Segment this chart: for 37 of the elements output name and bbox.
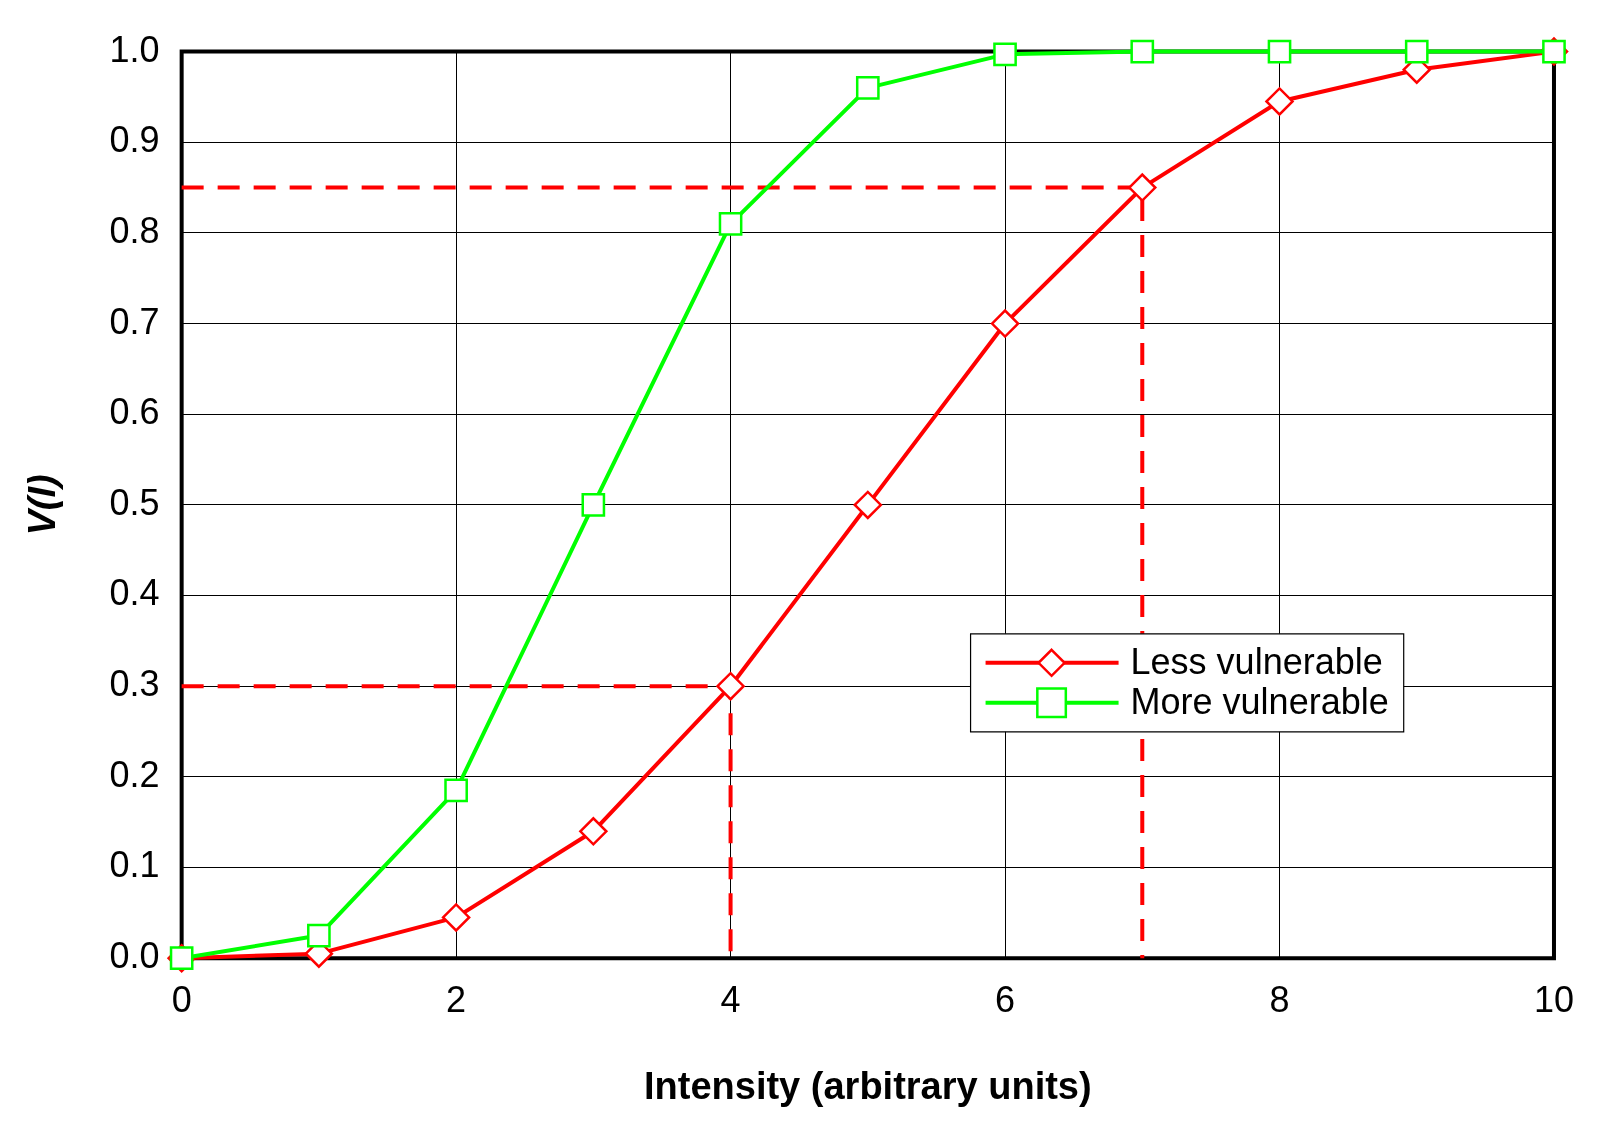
point xyxy=(444,778,468,803)
point xyxy=(1404,39,1429,64)
y-tick-label: 0.3 xyxy=(109,663,160,705)
y-tick-label: 0.9 xyxy=(109,119,160,161)
x-tick-label: 10 xyxy=(1533,978,1574,1020)
x-tick-label: 0 xyxy=(171,978,192,1020)
y-tick-label: 0.8 xyxy=(109,209,160,251)
x-axis-title: Intensity (arbitrary units) xyxy=(643,1064,1092,1107)
point xyxy=(853,490,883,520)
point xyxy=(1130,39,1155,64)
point xyxy=(855,76,880,100)
y-tick-label: 0.0 xyxy=(109,935,160,977)
point xyxy=(1128,173,1157,202)
point xyxy=(579,817,608,846)
x-tick-label: 6 xyxy=(995,978,1016,1020)
point xyxy=(1265,87,1294,116)
y-axis-title: V(I) xyxy=(21,474,64,536)
point xyxy=(718,212,743,236)
point xyxy=(441,903,471,932)
point xyxy=(581,493,606,517)
y-tick-label: 0.1 xyxy=(109,844,160,886)
legend-label: More vulnerable xyxy=(1130,680,1389,722)
point xyxy=(716,671,745,701)
point xyxy=(1267,39,1292,64)
y-tick-label: 0.4 xyxy=(109,572,160,614)
x-tick-label: 8 xyxy=(1269,978,1290,1020)
point xyxy=(993,42,1017,67)
y-tick-label: 0.7 xyxy=(109,300,160,342)
x-tick-label: 4 xyxy=(720,978,741,1020)
y-tick-label: 0.5 xyxy=(109,481,160,523)
point xyxy=(990,309,1020,338)
y-tick-label: 1.0 xyxy=(109,28,160,70)
x-tick-label: 2 xyxy=(446,978,467,1020)
y-tick-label: 0.2 xyxy=(109,753,160,795)
y-tick-label: 0.6 xyxy=(109,391,160,433)
point xyxy=(307,923,331,948)
legend-label: Less vulnerable xyxy=(1130,640,1383,682)
